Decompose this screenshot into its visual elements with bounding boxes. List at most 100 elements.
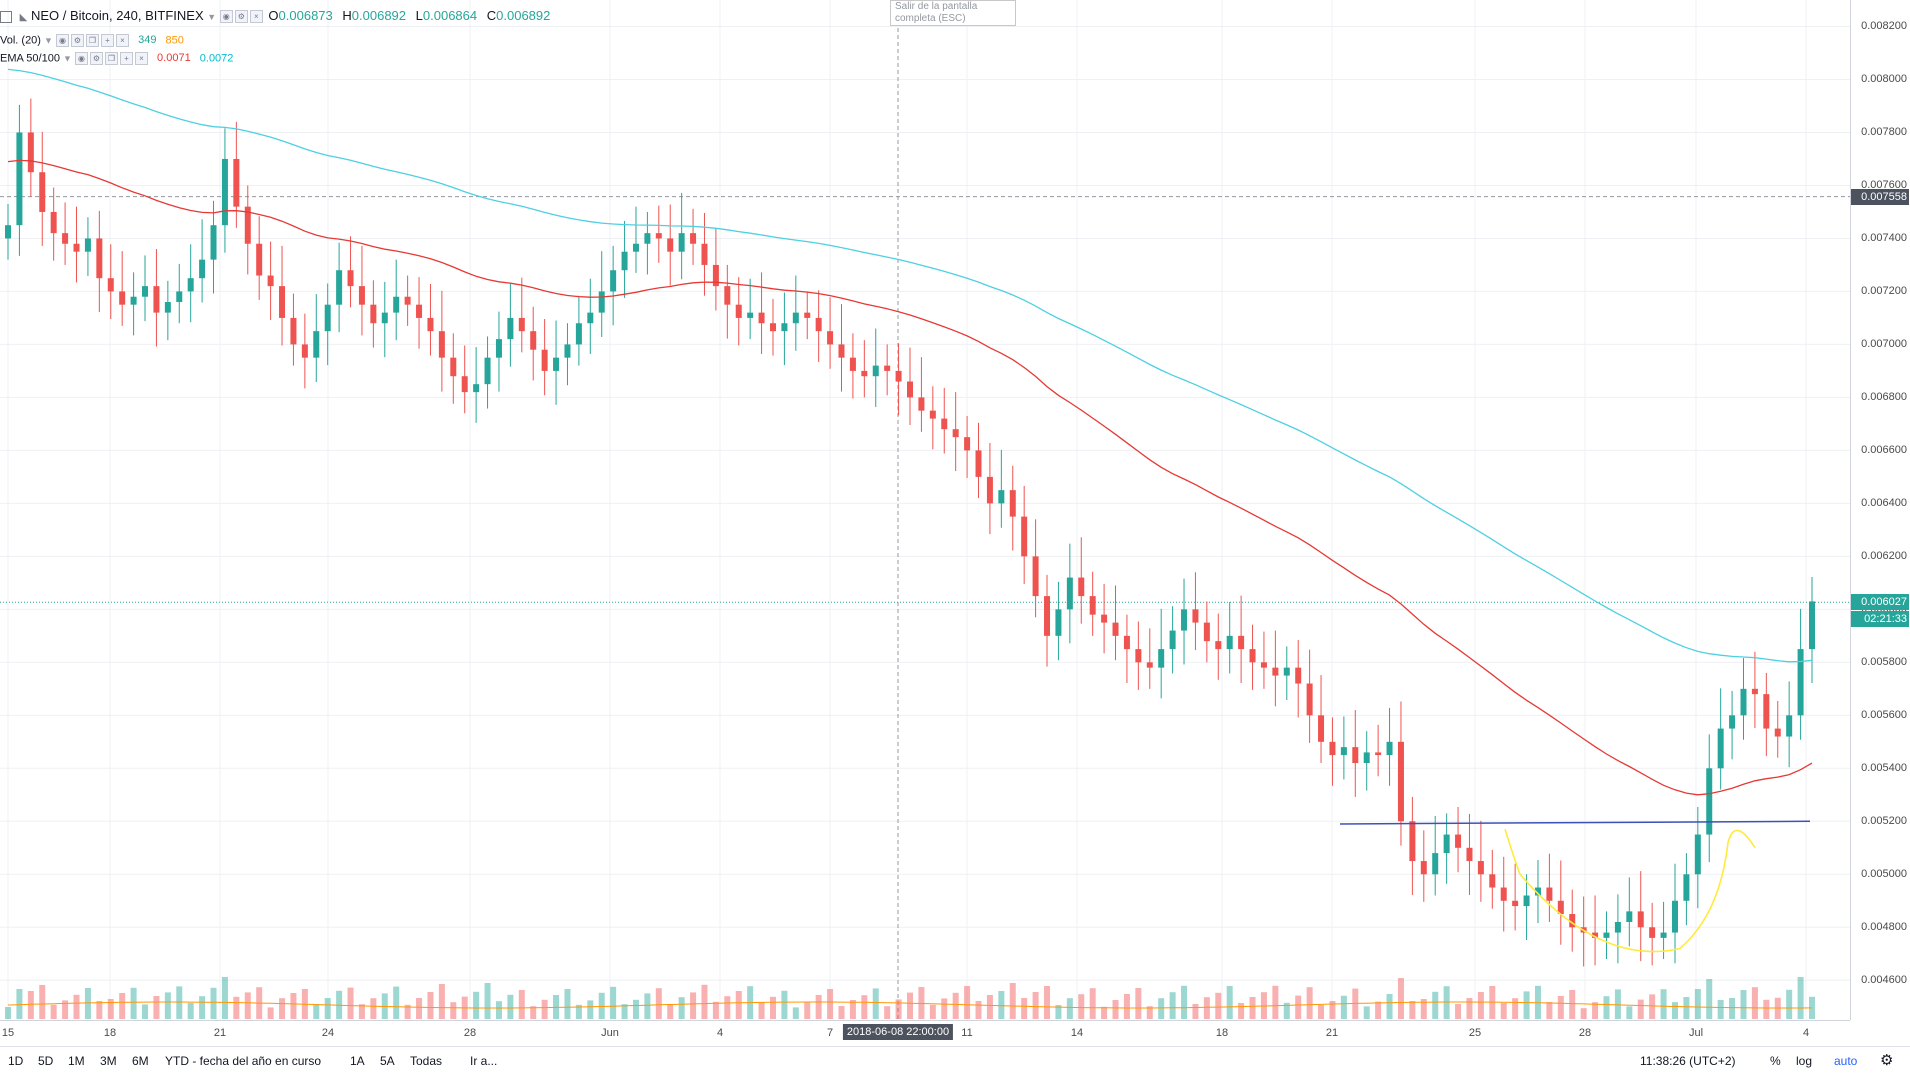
candle-body[interactable] <box>1557 900 1564 915</box>
candle-body[interactable] <box>495 339 502 358</box>
candle-body[interactable] <box>781 323 788 332</box>
candle-body[interactable] <box>1500 887 1507 901</box>
candle-body[interactable] <box>1626 911 1633 922</box>
candle-body[interactable] <box>530 331 537 350</box>
candle-body[interactable] <box>210 225 217 260</box>
copy-icon[interactable]: ❐ <box>86 34 100 47</box>
candle-body[interactable] <box>1375 752 1382 756</box>
candle-body[interactable] <box>461 376 468 393</box>
symbol-menu-icon[interactable] <box>0 10 12 23</box>
candle-body[interactable] <box>758 312 765 324</box>
range-button[interactable]: 1A <box>350 1054 365 1068</box>
candle-body[interactable] <box>838 344 845 358</box>
candle-body[interactable] <box>1158 649 1165 668</box>
eye-icon[interactable]: ◉ <box>74 52 88 65</box>
candle-body[interactable] <box>301 344 308 358</box>
candle-body[interactable] <box>290 317 297 345</box>
candle-body[interactable] <box>256 243 263 276</box>
candle-body[interactable] <box>130 296 137 305</box>
candle-body[interactable] <box>667 238 674 252</box>
percent-scale-button[interactable]: % <box>1770 1054 1781 1068</box>
candle-body[interactable] <box>1306 683 1313 716</box>
candle-body[interactable] <box>1637 911 1644 928</box>
candle-body[interactable] <box>244 206 251 244</box>
candle-body[interactable] <box>1443 834 1450 854</box>
candle-body[interactable] <box>1569 914 1576 928</box>
candle-body[interactable] <box>1135 649 1142 663</box>
range-button[interactable]: YTD - fecha del año en curso <box>165 1054 322 1068</box>
candle-body[interactable] <box>1021 516 1028 557</box>
symbol-title[interactable]: NEO / Bitcoin, 240, BITFINEX <box>30 8 204 23</box>
candle-body[interactable] <box>1797 649 1804 716</box>
candle-body[interactable] <box>690 233 697 244</box>
chevron-down-icon[interactable]: ▼ <box>63 53 72 64</box>
candle-body[interactable] <box>1706 768 1713 835</box>
candle-body[interactable] <box>267 275 274 287</box>
range-button[interactable]: 1M <box>68 1054 85 1068</box>
candle-body[interactable] <box>1295 667 1302 684</box>
candle-body[interactable] <box>747 312 754 318</box>
candle-body[interactable] <box>358 286 365 305</box>
candle-body[interactable] <box>62 233 69 244</box>
candle-body[interactable] <box>827 331 834 345</box>
candle-body[interactable] <box>918 397 925 411</box>
candle-body[interactable] <box>1466 847 1473 862</box>
candle-body[interactable] <box>701 243 708 265</box>
eye-icon[interactable]: ◉ <box>219 10 233 24</box>
candle-body[interactable] <box>450 357 457 377</box>
close-icon[interactable]: × <box>116 34 130 47</box>
candle-body[interactable] <box>655 233 662 239</box>
candle-body[interactable] <box>712 264 719 287</box>
candle-body[interactable] <box>507 317 514 340</box>
candle-body[interactable] <box>804 312 811 318</box>
candle-body[interactable] <box>1397 741 1404 822</box>
candle-body[interactable] <box>1329 741 1336 756</box>
candle-body[interactable] <box>587 312 594 324</box>
candle-body[interactable] <box>1786 715 1793 737</box>
candle-body[interactable] <box>1169 630 1176 650</box>
clock-timezone[interactable]: 11:38:26 (UTC+2) <box>1640 1054 1736 1068</box>
candle-body[interactable] <box>553 357 560 371</box>
eye-icon[interactable]: ◉ <box>56 34 70 47</box>
candle-body[interactable] <box>176 291 183 303</box>
candle-body[interactable] <box>84 238 91 252</box>
candle-body[interactable] <box>370 304 377 324</box>
candle-body[interactable] <box>438 331 445 358</box>
candle-body[interactable] <box>986 476 993 504</box>
candle-body[interactable] <box>1534 887 1541 896</box>
candle-body[interactable] <box>998 490 1005 504</box>
candle-body[interactable] <box>975 450 982 477</box>
candle-body[interactable] <box>610 270 617 292</box>
candle-body[interactable] <box>1683 874 1690 901</box>
candle-body[interactable] <box>1089 596 1096 615</box>
candle-body[interactable] <box>884 365 891 371</box>
candle-body[interactable] <box>1694 834 1701 875</box>
copy-icon[interactable]: ❐ <box>104 52 118 65</box>
candle-body[interactable] <box>769 323 776 332</box>
candle-body[interactable] <box>221 158 228 226</box>
candle-body[interactable] <box>1340 747 1347 756</box>
price-axis[interactable]: 0.008200 0.008000 0.007800 0.007600 0.007400… <box>1850 0 1910 1020</box>
candle-body[interactable] <box>336 270 343 305</box>
log-scale-button[interactable]: log <box>1796 1054 1813 1068</box>
candle-body[interactable] <box>1066 577 1073 610</box>
range-button[interactable]: 6M <box>132 1054 149 1068</box>
candle-body[interactable] <box>1512 900 1519 907</box>
candle-body[interactable] <box>279 286 286 318</box>
candle-body[interactable] <box>1649 927 1656 938</box>
candle-body[interactable] <box>1546 887 1553 901</box>
candle-body[interactable] <box>324 304 331 332</box>
candle-body[interactable] <box>1249 649 1256 663</box>
candle-body[interactable] <box>347 270 354 287</box>
candle-body[interactable] <box>1044 596 1051 636</box>
candle-body[interactable] <box>233 158 240 207</box>
candle-body[interactable] <box>404 296 411 305</box>
candle-body[interactable] <box>1146 662 1153 668</box>
candle-body[interactable] <box>50 211 57 234</box>
candle-body[interactable] <box>1774 728 1781 737</box>
candle-body[interactable] <box>1420 861 1427 875</box>
candle-body[interactable] <box>27 132 34 173</box>
candle-body[interactable] <box>1009 490 1016 517</box>
candle-body[interactable] <box>1192 609 1199 623</box>
candle-body[interactable] <box>1078 577 1085 597</box>
